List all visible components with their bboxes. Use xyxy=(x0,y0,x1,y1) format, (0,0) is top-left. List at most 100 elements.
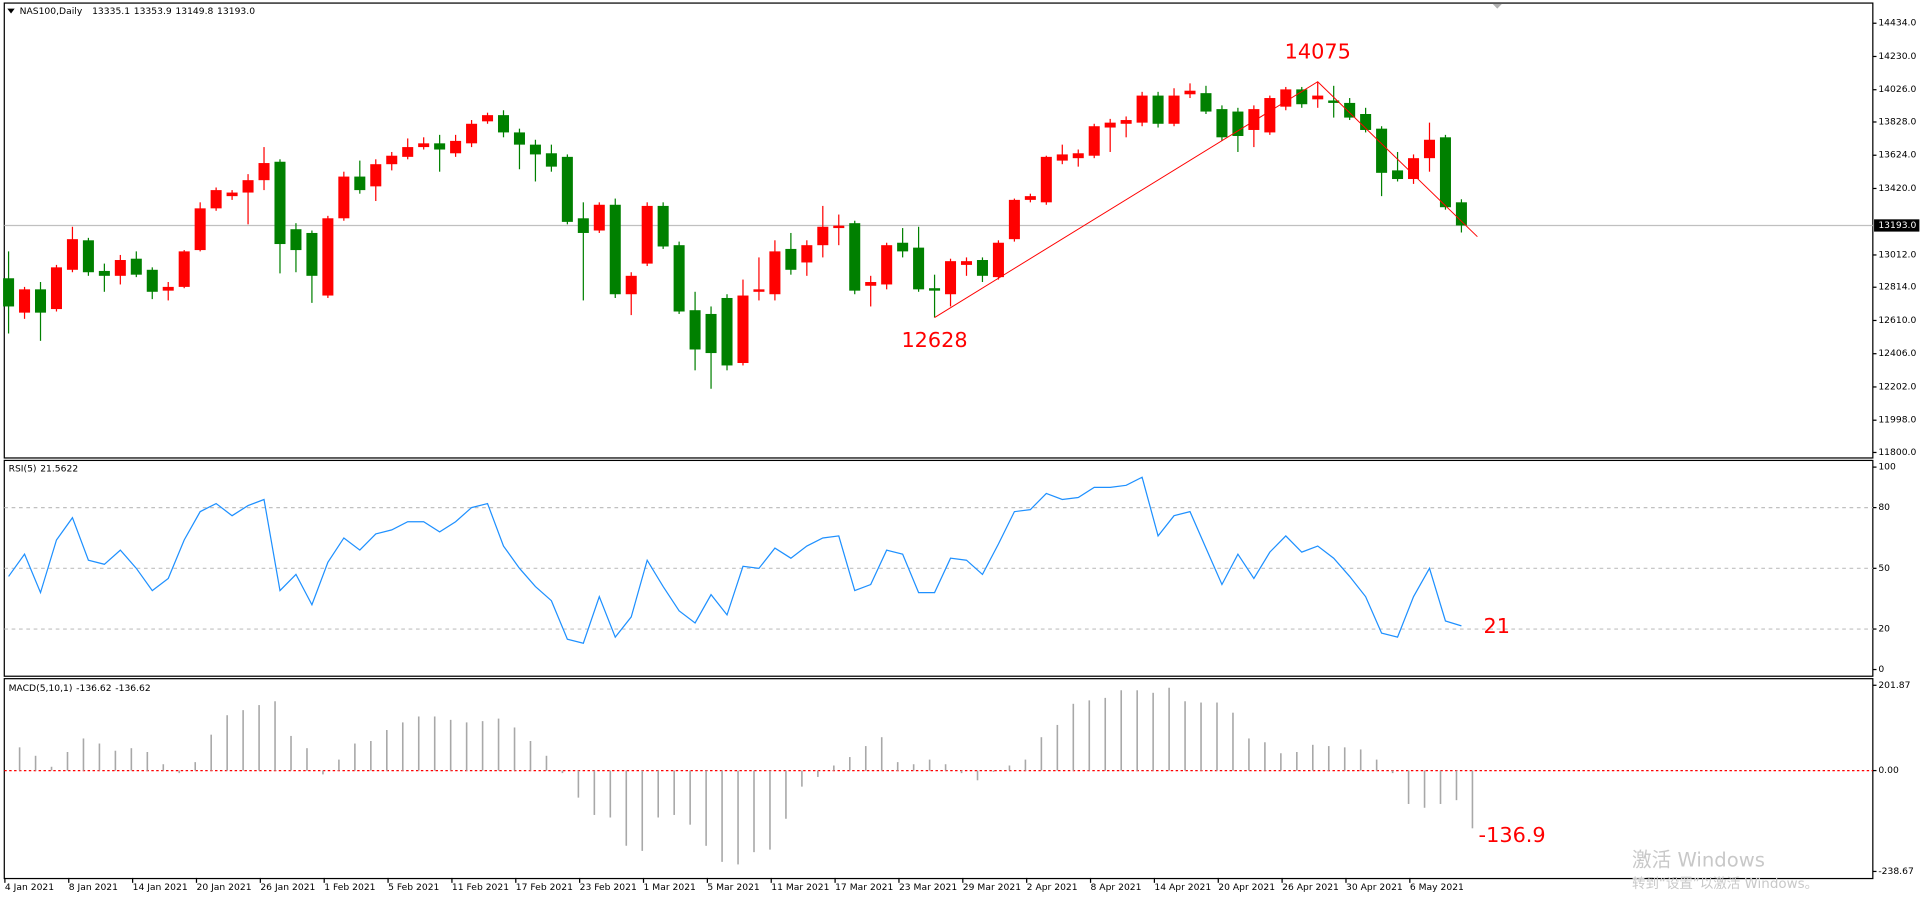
indicator-header: RSI(5) 21.5622 xyxy=(9,463,79,474)
candle-body xyxy=(1104,122,1116,128)
candle-body xyxy=(162,286,174,291)
x-tick-label: 4 Jan 2021 xyxy=(5,882,54,893)
candle-body xyxy=(1376,128,1388,173)
low-annotation: 12628 xyxy=(901,328,967,352)
indicator-signal: -136.62 xyxy=(115,682,150,693)
y-tick-label: 201.87 xyxy=(1878,680,1910,691)
candle-body xyxy=(849,223,861,291)
x-tick-label: 17 Mar 2021 xyxy=(835,882,893,893)
candle-body xyxy=(34,289,47,313)
candle-body xyxy=(1392,170,1404,180)
candle-body xyxy=(98,270,110,276)
candle-body xyxy=(545,153,557,167)
ohlc-label: 13353.9 xyxy=(134,6,172,17)
candle-body xyxy=(258,163,270,181)
candle-body xyxy=(625,275,637,295)
y-tick-label: 13420.0 xyxy=(1878,183,1916,194)
candle-body xyxy=(274,161,286,245)
candle-body xyxy=(82,240,94,273)
x-tick-label: 23 Feb 2021 xyxy=(580,882,637,893)
y-tick-label: 12202.0 xyxy=(1878,381,1916,392)
x-tick-label: 5 Feb 2021 xyxy=(388,882,439,893)
candle-body xyxy=(1423,139,1436,159)
x-tick-label: 14 Apr 2021 xyxy=(1154,882,1211,893)
candle-body xyxy=(609,204,621,295)
watermark-title: 激活 Windows xyxy=(1632,848,1765,871)
x-tick-label: 26 Jan 2021 xyxy=(260,882,315,893)
candle-body xyxy=(753,289,765,292)
candle-body xyxy=(1040,156,1052,203)
x-tick-label: 20 Jan 2021 xyxy=(196,882,251,893)
candle-body xyxy=(210,190,222,209)
candle-body xyxy=(817,226,829,246)
candle-body xyxy=(785,248,797,270)
candle-body xyxy=(1264,98,1276,133)
x-tick-label: 26 Apr 2021 xyxy=(1282,882,1339,893)
x-tick-label: 11 Mar 2021 xyxy=(771,882,829,893)
y-tick-label: 12406.0 xyxy=(1878,348,1916,359)
candle-body xyxy=(66,239,78,270)
indicator-title: RSI(5) xyxy=(9,463,37,474)
x-tick-label: 8 Jan 2021 xyxy=(69,882,118,893)
y-tick-label: 50 xyxy=(1878,563,1890,574)
candle-body xyxy=(178,251,190,287)
candle-body xyxy=(561,156,573,222)
y-tick-label: 13624.0 xyxy=(1878,150,1916,161)
candle-body xyxy=(1056,154,1068,161)
candle-body xyxy=(1088,126,1100,156)
y-tick-label: 0 xyxy=(1878,664,1884,675)
candle-body xyxy=(769,251,781,295)
candle-body xyxy=(577,218,589,233)
candle-body xyxy=(226,192,238,197)
candle-body xyxy=(1312,95,1324,100)
ohlc-label: 13149.8 xyxy=(175,6,213,17)
candle-body xyxy=(1360,114,1372,130)
macd-panel-frame xyxy=(3,678,1874,880)
trendline xyxy=(934,81,1478,318)
y-tick-label: 13828.0 xyxy=(1878,116,1916,127)
candle-body xyxy=(1328,100,1340,103)
candle-body xyxy=(1296,89,1308,105)
candle-body xyxy=(466,123,478,144)
candle-body xyxy=(402,147,414,157)
menu-arrow[interactable] xyxy=(7,8,15,14)
scroll-marker xyxy=(1492,3,1503,9)
candle-body xyxy=(370,164,382,187)
candle-body xyxy=(929,288,941,291)
indicator-value: -136.62 xyxy=(76,682,111,693)
main-panel-frame xyxy=(3,2,1874,459)
x-tick-label: 23 Mar 2021 xyxy=(899,882,957,893)
y-tick-label: 14026.0 xyxy=(1878,84,1916,95)
candle-body xyxy=(242,180,254,193)
x-tick-label: 30 Apr 2021 xyxy=(1346,882,1403,893)
y-tick-label: 11800.0 xyxy=(1878,447,1916,458)
candle-body xyxy=(290,229,302,251)
y-tick-label: 20 xyxy=(1878,624,1890,635)
candle-body xyxy=(19,289,31,313)
candle-body xyxy=(992,242,1004,278)
x-tick-label: 20 Apr 2021 xyxy=(1218,882,1275,893)
candle-body xyxy=(641,205,653,264)
x-tick-label: 29 Mar 2021 xyxy=(963,882,1021,893)
candle-body xyxy=(913,247,925,290)
candle-body xyxy=(881,245,893,285)
candle-body xyxy=(705,313,717,354)
candle-body xyxy=(960,261,973,265)
y-tick-label: 100 xyxy=(1878,462,1896,473)
candle-body xyxy=(945,261,957,295)
high-annotation: 14075 xyxy=(1285,39,1351,63)
candle-body xyxy=(450,140,462,154)
candle-body xyxy=(1024,196,1036,200)
y-tick-label: 12610.0 xyxy=(1878,315,1916,326)
y-tick-label: 14230.0 xyxy=(1878,51,1916,62)
candle-body xyxy=(1168,95,1180,124)
candle-body xyxy=(1248,109,1260,130)
rsi-annotation: 21 xyxy=(1483,614,1510,638)
candle-body xyxy=(1408,158,1420,180)
x-tick-label: 6 May 2021 xyxy=(1410,882,1464,893)
indicator-title: MACD(5,10,1) xyxy=(9,682,73,693)
y-tick-label: 13012.0 xyxy=(1878,249,1916,260)
candle-body xyxy=(1120,120,1132,124)
candle-body xyxy=(1280,89,1292,107)
x-tick-label: 11 Feb 2021 xyxy=(452,882,509,893)
